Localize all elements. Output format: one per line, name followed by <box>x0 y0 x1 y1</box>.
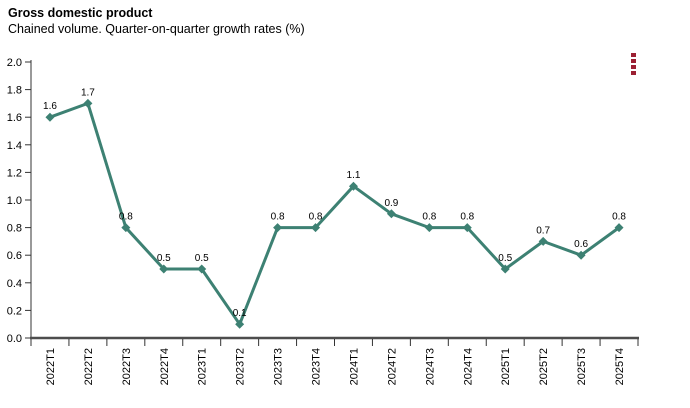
data-point-marker[interactable] <box>386 209 396 219</box>
data-point-label: 0.5 <box>195 253 209 264</box>
x-axis-tick-label: 2022T1 <box>45 348 57 385</box>
data-point-marker[interactable] <box>83 98 93 108</box>
x-axis-tick-label: 2023T3 <box>273 348 285 385</box>
data-point-label: 0.9 <box>384 198 398 209</box>
y-axis-tick-label: 1.6 <box>7 112 22 124</box>
x-axis-tick-label: 2024T1 <box>348 348 360 385</box>
data-point-marker[interactable] <box>45 112 55 122</box>
data-point-marker[interactable] <box>348 181 358 191</box>
data-point-label: 1.1 <box>347 170 361 181</box>
y-axis-tick-label: 0.2 <box>7 305 22 317</box>
x-axis-tick-label: 2023T4 <box>311 348 323 385</box>
data-point-marker[interactable] <box>235 319 245 329</box>
data-point-marker[interactable] <box>121 223 131 233</box>
y-axis-tick-label: 0.0 <box>7 333 22 345</box>
x-axis-tick-label: 2022T4 <box>159 348 171 385</box>
x-axis-tick-label: 2023T1 <box>197 348 209 385</box>
data-point-marker[interactable] <box>159 264 169 274</box>
chart-title: Gross domestic product <box>8 6 153 20</box>
y-axis-tick-label: 1.0 <box>7 195 22 207</box>
y-axis-tick-label: 1.2 <box>7 167 22 179</box>
y-axis-tick-label: 0.4 <box>7 278 22 290</box>
data-point-label: 0.8 <box>612 212 626 223</box>
x-axis-tick-label: 2023T2 <box>235 348 247 385</box>
x-axis-tick-label: 2024T4 <box>462 348 474 385</box>
kebab-menu-icon <box>630 71 636 75</box>
chart-subtitle: Chained volume. Quarter-on-quarter growt… <box>8 22 305 36</box>
data-point-label: 1.6 <box>43 101 57 112</box>
data-point-marker[interactable] <box>197 264 207 274</box>
data-point-marker[interactable] <box>424 223 434 233</box>
data-point-label: 0.6 <box>574 239 588 250</box>
data-point-marker[interactable] <box>614 223 624 233</box>
y-axis-tick-label: 1.4 <box>7 140 22 152</box>
data-point-marker[interactable] <box>538 236 548 246</box>
data-point-label: 0.1 <box>233 308 247 319</box>
data-point-label: 0.5 <box>157 253 171 264</box>
data-point-marker[interactable] <box>500 264 510 274</box>
kebab-menu-icon <box>630 59 636 63</box>
data-point-label: 0.8 <box>422 212 436 223</box>
data-point-marker[interactable] <box>311 223 321 233</box>
data-point-label: 0.8 <box>460 212 474 223</box>
y-axis-tick-label: 1.8 <box>7 85 22 97</box>
data-point-marker[interactable] <box>462 223 472 233</box>
x-axis-tick-label: 2024T3 <box>424 348 436 385</box>
kebab-menu-icon <box>630 53 636 57</box>
x-axis-tick-label: 2025T1 <box>500 348 512 385</box>
y-axis-tick-label: 0.6 <box>7 250 22 262</box>
gdp-series-line <box>48 101 621 326</box>
x-axis-tick-label: 2022T2 <box>83 348 95 385</box>
y-axis-tick-label: 2.0 <box>7 57 22 69</box>
data-point-label: 0.7 <box>536 225 550 236</box>
kebab-menu-icon <box>630 65 636 69</box>
x-axis-tick-label: 2025T3 <box>576 348 588 385</box>
data-point-label: 0.8 <box>309 212 323 223</box>
x-axis-tick-label: 2024T2 <box>386 348 398 385</box>
x-axis-tick-label: 2025T4 <box>614 348 626 385</box>
x-axis-tick-label: 2025T2 <box>538 348 550 385</box>
data-point-label: 1.7 <box>81 87 95 98</box>
chart-context-menu-button[interactable] <box>628 53 638 79</box>
data-point-label: 0.5 <box>498 253 512 264</box>
data-point-marker[interactable] <box>273 223 283 233</box>
y-axis-tick-label: 0.8 <box>7 223 22 235</box>
data-point-marker[interactable] <box>576 250 586 260</box>
x-axis-tick-label: 2022T3 <box>121 348 133 385</box>
data-point-label: 0.8 <box>271 212 285 223</box>
data-point-label: 0.8 <box>119 212 133 223</box>
